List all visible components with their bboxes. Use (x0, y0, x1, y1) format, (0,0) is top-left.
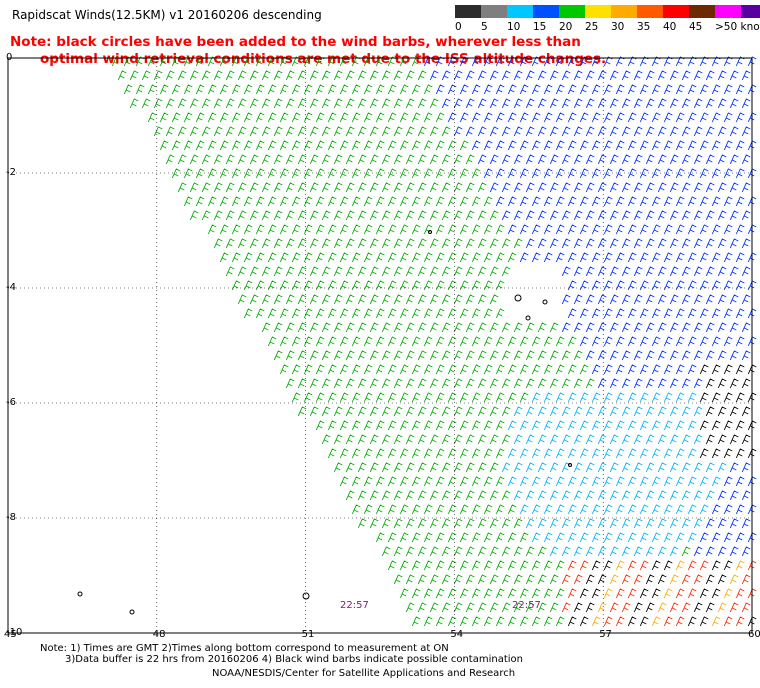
colorbar-segment (585, 5, 611, 18)
longitude-label: 57 (599, 629, 612, 640)
wind-barb-group (501, 392, 727, 557)
island-outline (514, 294, 522, 302)
latitude-label: -10 (6, 627, 23, 638)
colorbar-segment (455, 5, 481, 18)
colorbar-segment (637, 5, 663, 18)
wind-barb-group (423, 56, 757, 557)
latitude-label: -2 (6, 167, 16, 178)
longitude-label: 45 (4, 629, 17, 640)
colorbar-label: 20 (559, 21, 573, 33)
footer-credit: NOAA/NESDIS/Center for Satellite Applica… (212, 668, 516, 679)
colorbar-label: 10 (507, 21, 521, 33)
longitude-label: 48 (152, 629, 166, 640)
island-outline (129, 609, 135, 615)
colorbar-segment (559, 5, 585, 18)
island-outline (568, 463, 572, 467)
longitude-label: 51 (301, 629, 315, 640)
latitude-label: -4 (6, 282, 16, 293)
wind-speed-colorbar (455, 5, 760, 18)
time-label-2: 22:57 (512, 600, 541, 611)
colorbar-label: 5 (481, 21, 488, 33)
island-outline (525, 315, 531, 321)
colorbar-segment (507, 5, 533, 18)
map-frame (7, 57, 753, 634)
latitude-label: -8 (6, 512, 16, 523)
colorbar-label: 0 (455, 21, 462, 33)
footer-note-line1: Note: 1) Times are GMT 2)Times along bot… (40, 643, 449, 654)
colorbar-segment (481, 5, 507, 18)
colorbar-label: 30 (611, 21, 625, 33)
island-outline (302, 592, 310, 600)
footer-note-line2: 3)Data buffer is 22 hrs from 20160206 4)… (65, 654, 523, 665)
chart-title: Rapidscat Winds(12.5KM) v1 20160206 desc… (12, 8, 322, 22)
latitude-label: 0 (6, 52, 13, 63)
colorbar-segment (611, 5, 637, 18)
colorbar-label: >50 knots (715, 21, 760, 33)
colorbar-segment (533, 5, 559, 18)
wind-barb-group (111, 56, 691, 627)
colorbar-segment (715, 5, 741, 18)
longitude-label: 54 (450, 629, 464, 640)
island-outline (77, 591, 83, 597)
island-outline (428, 230, 432, 234)
colorbar-label: 15 (533, 21, 547, 33)
wind-barb-group (561, 560, 757, 627)
wind-barb-swath (111, 56, 757, 627)
latitude-label: -6 (6, 397, 16, 408)
colorbar-label: 25 (585, 21, 599, 33)
wind-barb-group (591, 560, 745, 627)
colorbar-label: 45 (689, 21, 703, 33)
island-outline (542, 299, 548, 305)
colorbar-segment (741, 5, 760, 18)
colorbar-segment (663, 5, 689, 18)
islands (77, 230, 572, 615)
colorbar-label: 35 (637, 21, 651, 33)
longitude-label: 60 (748, 629, 760, 640)
time-label-1: 22:57 (340, 600, 369, 611)
warning-note-line1: Note: black circles have been added to t… (10, 34, 581, 50)
colorbar-label: 40 (663, 21, 677, 33)
wind-barb-group (567, 364, 757, 627)
colorbar-segment (689, 5, 715, 18)
